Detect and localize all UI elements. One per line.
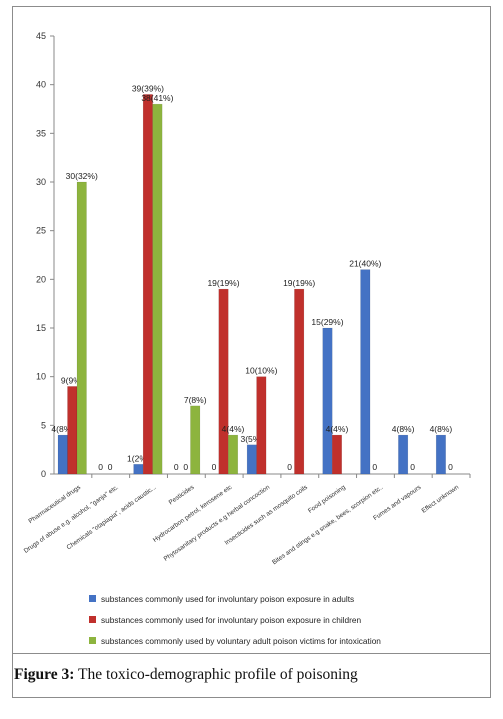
caption-divider <box>12 653 491 654</box>
y-tick-label: 20 <box>36 274 46 284</box>
bar <box>190 405 201 475</box>
y-tick-label: 35 <box>36 128 46 138</box>
x-category-label: Insecticides such as mosquito coils <box>223 484 308 547</box>
data-label: 0 <box>287 462 292 472</box>
data-label: 0 <box>174 462 179 472</box>
bar <box>133 464 144 475</box>
legend-swatch-children <box>89 616 96 623</box>
legend-item-voluntary: substances commonly used by voluntary ad… <box>89 630 479 651</box>
data-label: 10(10%) <box>245 366 277 376</box>
bar <box>218 288 229 475</box>
figure-frame <box>12 6 491 698</box>
y-tick-label: 15 <box>36 323 46 333</box>
data-label: 7(8%) <box>184 395 207 405</box>
y-tick-label: 25 <box>36 226 46 236</box>
bar <box>246 444 257 475</box>
bar <box>331 434 342 475</box>
data-label: 21(40%) <box>349 259 381 269</box>
y-tick-label: 30 <box>36 177 46 187</box>
caption-text: The toxico-demographic profile of poison… <box>74 666 358 683</box>
legend-label-children: substances commonly used for involuntary… <box>101 614 362 625</box>
figure-number: Figure 3: <box>14 666 75 683</box>
bar <box>57 434 68 475</box>
bar-chart: 0510152025303540454(8%)9(9%)30(32%)Pharm… <box>23 31 471 566</box>
y-tick-label: 45 <box>36 31 46 41</box>
bar <box>256 376 267 475</box>
legend-item-children: substances commonly used for involuntary… <box>89 609 479 630</box>
bar <box>76 181 87 475</box>
bar <box>435 434 446 475</box>
data-label: 4(8%) <box>392 424 415 434</box>
y-tick-label: 10 <box>36 372 46 382</box>
data-label: 19(19%) <box>207 278 239 288</box>
x-category-label: Food poisoning <box>307 484 347 515</box>
data-label: 39(39%) <box>132 83 164 93</box>
data-label: 15(29%) <box>311 317 343 327</box>
bar <box>398 434 409 475</box>
data-label: 4(4%) <box>326 424 349 434</box>
data-label: 3(5%) <box>240 434 263 444</box>
data-label: 0 <box>410 462 415 472</box>
x-category-label: Pesticides <box>168 484 196 506</box>
bar <box>228 434 239 475</box>
data-label: 4(4%) <box>222 424 245 434</box>
data-label: 9(9%) <box>61 375 84 385</box>
legend-label-voluntary: substances commonly used by voluntary ad… <box>101 635 381 646</box>
legend-item-adults: substances commonly used for involuntary… <box>89 588 479 609</box>
y-tick-label: 5 <box>41 420 46 430</box>
figure-caption: Figure 3: The toxico-demographic profile… <box>14 666 358 684</box>
data-label: 1(2%) <box>127 453 150 463</box>
data-label: 38(41%) <box>141 93 173 103</box>
bar <box>67 386 78 475</box>
chart-legend: substances commonly used for involuntary… <box>89 588 479 651</box>
bar <box>142 94 153 475</box>
bar <box>152 103 163 475</box>
data-label: 0 <box>108 462 113 472</box>
data-label: 19(19%) <box>283 278 315 288</box>
data-label: 0 <box>212 462 217 472</box>
bar <box>322 327 333 475</box>
bar <box>294 288 305 475</box>
data-label: 0 <box>98 462 103 472</box>
y-tick-label: 0 <box>41 469 46 479</box>
data-label: 0 <box>372 462 377 472</box>
data-label: 30(32%) <box>66 171 98 181</box>
x-category-label: Effect unknown <box>421 484 461 515</box>
legend-label-adults: substances commonly used for involuntary… <box>101 593 355 604</box>
data-label: 4(8%) <box>51 424 74 434</box>
y-tick-label: 40 <box>36 80 46 90</box>
data-label: 0 <box>448 462 453 472</box>
legend-swatch-voluntary <box>89 637 96 644</box>
bar <box>360 269 371 475</box>
data-label: 0 <box>183 462 188 472</box>
legend-swatch-adults <box>89 595 96 602</box>
data-label: 4(8%) <box>430 424 453 434</box>
